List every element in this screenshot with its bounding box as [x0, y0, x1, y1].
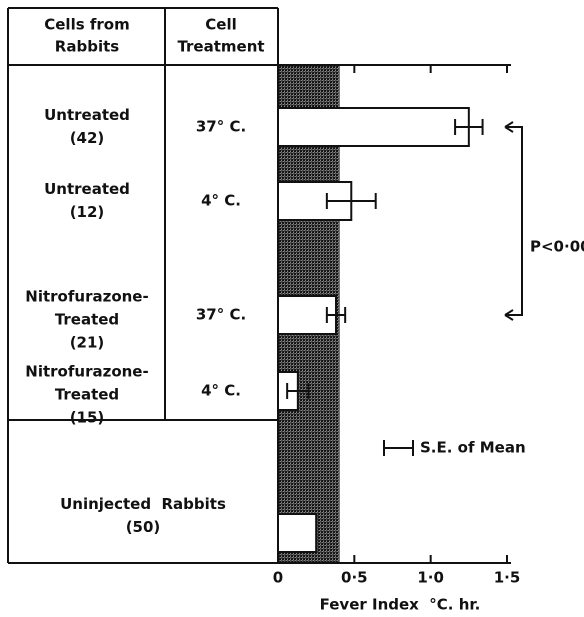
- row-label: (50): [126, 518, 161, 536]
- row-label: (12): [70, 203, 105, 221]
- header-text: Cells from: [44, 16, 129, 34]
- x-tick-label: 1·5: [494, 569, 521, 587]
- row-label: (15): [70, 409, 105, 427]
- treatment-label: 37° C.: [196, 306, 246, 324]
- treatment-label: 4° C.: [201, 192, 241, 210]
- error-bar: [325, 193, 377, 209]
- row-label: Nitrofurazone-: [25, 363, 148, 381]
- error-bar: [325, 307, 347, 323]
- treatment-label: 37° C.: [196, 118, 246, 136]
- error-bar: [286, 383, 310, 399]
- bar: [277, 107, 470, 147]
- row-label: (21): [70, 334, 105, 352]
- header-text: Cell: [205, 16, 236, 34]
- header-text: Treatment: [177, 38, 264, 56]
- bar: [277, 513, 318, 553]
- bar: [277, 295, 338, 335]
- row-label: Untreated: [44, 106, 130, 124]
- error-bar: [454, 119, 484, 135]
- treatment-label: 4° C.: [201, 382, 241, 400]
- x-tick-label: 0·5: [341, 569, 368, 587]
- header-text: Rabbits: [55, 38, 119, 56]
- row-label: (42): [70, 129, 105, 147]
- annotation: P<0·001: [530, 238, 584, 256]
- bracket: [504, 121, 523, 321]
- x-tick-label: 0: [273, 569, 283, 587]
- row-label: Untreated: [44, 180, 130, 198]
- x-axis-label: Fever Index °C. hr.: [320, 596, 481, 614]
- legend-symbol: [383, 440, 414, 456]
- row-label: Nitrofurazone-: [25, 288, 148, 306]
- row-label: Treated: [55, 386, 119, 404]
- row-label: Uninjected Rabbits: [60, 495, 226, 513]
- row-label: Treated: [55, 311, 119, 329]
- x-tick-label: 1·0: [417, 569, 444, 587]
- legend-text: S.E. of Mean: [420, 439, 526, 457]
- table-frame: [7, 7, 278, 564]
